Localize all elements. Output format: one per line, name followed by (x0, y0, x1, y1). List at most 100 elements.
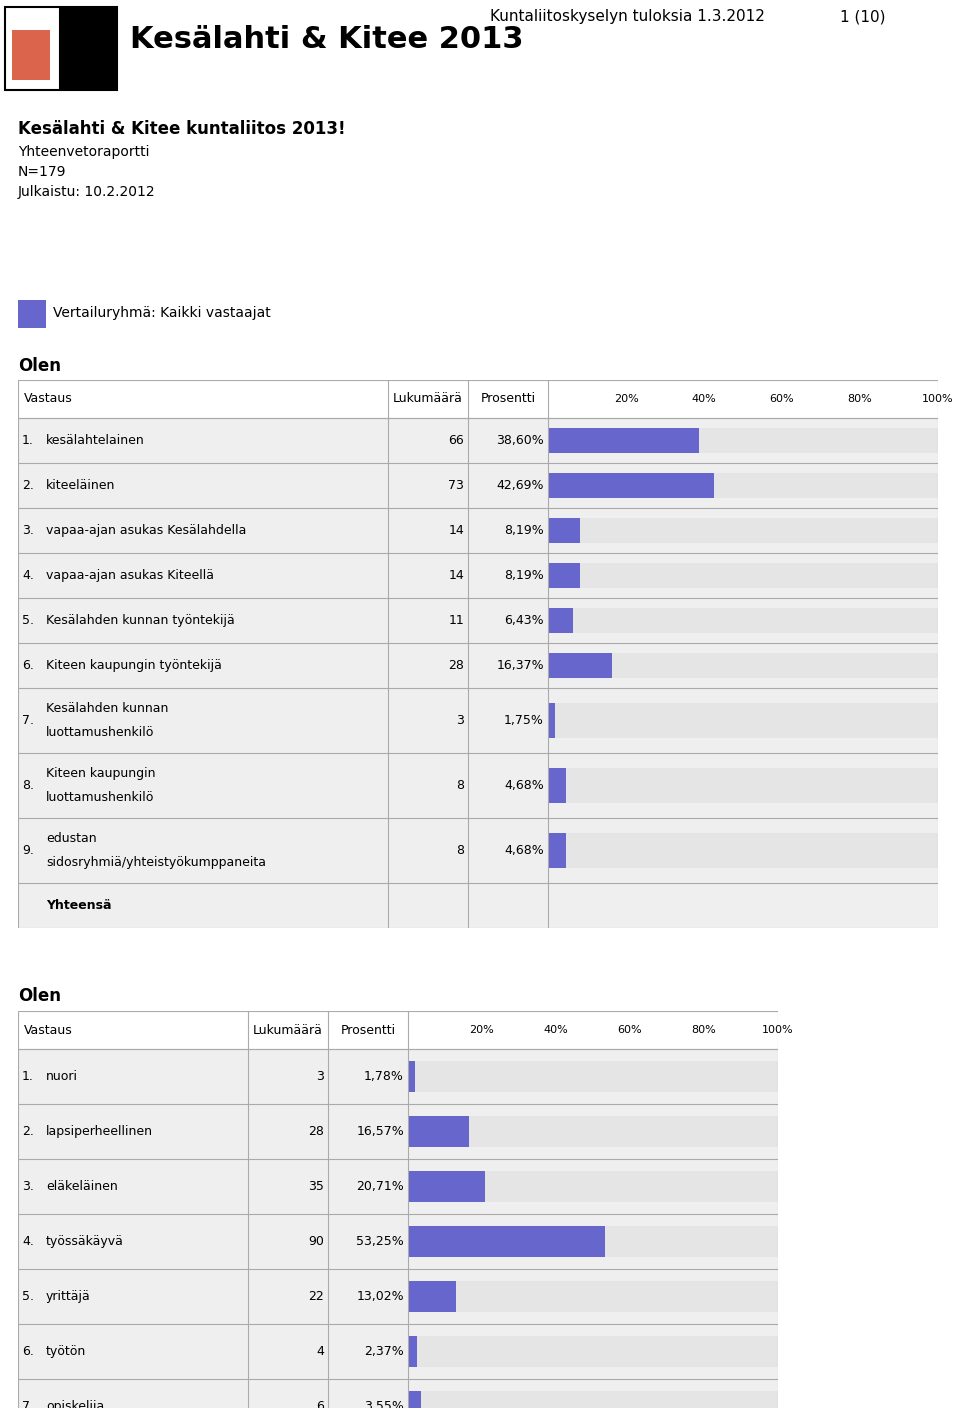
FancyBboxPatch shape (408, 1171, 778, 1201)
Text: 22: 22 (308, 1290, 324, 1302)
Text: vapaa-ajan asukas Kiteellä: vapaa-ajan asukas Kiteellä (46, 569, 214, 582)
Text: 11: 11 (448, 614, 464, 627)
Text: Kuntaliitoskyselyn tuloksia 1.3.2012: Kuntaliitoskyselyn tuloksia 1.3.2012 (490, 10, 765, 24)
Text: 8,19%: 8,19% (504, 524, 544, 536)
Text: 20,71%: 20,71% (356, 1180, 404, 1193)
Text: 6.: 6. (22, 1345, 34, 1357)
Text: 14: 14 (448, 524, 464, 536)
FancyBboxPatch shape (408, 1226, 605, 1256)
Text: 100%: 100% (923, 394, 954, 404)
Text: Prosentti: Prosentti (480, 393, 536, 406)
Text: 1,75%: 1,75% (504, 714, 544, 727)
FancyBboxPatch shape (548, 653, 612, 677)
Text: Kiteen kaupungin: Kiteen kaupungin (46, 767, 156, 780)
Text: 73: 73 (448, 479, 464, 491)
Text: 90: 90 (308, 1235, 324, 1247)
Text: Vastaus: Vastaus (24, 1024, 73, 1036)
Text: Vastaus: Vastaus (24, 393, 73, 406)
FancyBboxPatch shape (408, 1391, 778, 1408)
Text: 1.: 1. (22, 1070, 34, 1083)
Text: kiteeläinen: kiteeläinen (46, 479, 115, 491)
FancyBboxPatch shape (18, 1214, 778, 1269)
FancyBboxPatch shape (548, 473, 938, 498)
FancyBboxPatch shape (5, 7, 60, 90)
FancyBboxPatch shape (548, 518, 938, 543)
FancyBboxPatch shape (18, 883, 938, 928)
Text: luottamushenkilö: luottamushenkilö (46, 725, 155, 739)
Text: Olen: Olen (18, 987, 61, 1005)
Text: 2.: 2. (22, 479, 34, 491)
Text: 3: 3 (456, 714, 464, 727)
FancyBboxPatch shape (62, 7, 117, 90)
Text: 100%: 100% (762, 1025, 794, 1035)
FancyBboxPatch shape (408, 1391, 421, 1408)
Text: 2.: 2. (22, 1125, 34, 1138)
FancyBboxPatch shape (408, 1171, 485, 1201)
Text: Olen: Olen (18, 358, 61, 375)
FancyBboxPatch shape (408, 1281, 778, 1312)
Text: 8.: 8. (22, 779, 34, 791)
FancyBboxPatch shape (548, 563, 580, 589)
Text: kesälahtelainen: kesälahtelainen (46, 434, 145, 446)
FancyBboxPatch shape (18, 1104, 778, 1159)
Text: 38,60%: 38,60% (496, 434, 544, 446)
FancyBboxPatch shape (548, 703, 938, 738)
Text: 14: 14 (448, 569, 464, 582)
FancyBboxPatch shape (548, 428, 938, 453)
Text: työtön: työtön (46, 1345, 86, 1357)
Text: eläkeläinen: eläkeläinen (46, 1180, 118, 1193)
Text: 2,37%: 2,37% (364, 1345, 404, 1357)
Text: 1 (10): 1 (10) (840, 10, 885, 24)
Text: 35: 35 (308, 1180, 324, 1193)
FancyBboxPatch shape (548, 563, 938, 589)
FancyBboxPatch shape (18, 598, 938, 643)
Text: 8: 8 (456, 843, 464, 857)
Text: Kesälahden kunnan työntekijä: Kesälahden kunnan työntekijä (46, 614, 235, 627)
FancyBboxPatch shape (18, 463, 938, 508)
FancyBboxPatch shape (548, 767, 938, 804)
Text: 16,57%: 16,57% (356, 1125, 404, 1138)
FancyBboxPatch shape (18, 1159, 778, 1214)
Text: 53,25%: 53,25% (356, 1235, 404, 1247)
Text: sidosryhmiä/yhteistyökumppaneita: sidosryhmiä/yhteistyökumppaneita (46, 856, 266, 869)
Text: 7.: 7. (22, 1400, 34, 1408)
Text: Yhteenvetoraportti: Yhteenvetoraportti (18, 145, 150, 159)
Text: vapaa-ajan asukas Kesälahdella: vapaa-ajan asukas Kesälahdella (46, 524, 247, 536)
Text: 28: 28 (448, 659, 464, 672)
FancyBboxPatch shape (408, 1117, 778, 1146)
Text: lapsiperheellinen: lapsiperheellinen (46, 1125, 153, 1138)
FancyBboxPatch shape (18, 753, 938, 818)
Text: 60%: 60% (770, 394, 794, 404)
FancyBboxPatch shape (548, 832, 938, 869)
FancyBboxPatch shape (18, 553, 938, 598)
Text: N=179: N=179 (18, 165, 66, 179)
FancyBboxPatch shape (548, 608, 573, 632)
Text: 6.: 6. (22, 659, 34, 672)
Text: 7.: 7. (22, 714, 34, 727)
FancyBboxPatch shape (18, 1378, 778, 1408)
Text: 6,43%: 6,43% (504, 614, 544, 627)
FancyBboxPatch shape (408, 1062, 778, 1091)
Text: 80%: 80% (848, 394, 873, 404)
Text: 4.: 4. (22, 569, 34, 582)
Text: 6: 6 (316, 1400, 324, 1408)
Text: Kesälahden kunnan: Kesälahden kunnan (46, 703, 168, 715)
Text: 3: 3 (316, 1070, 324, 1083)
FancyBboxPatch shape (548, 767, 566, 804)
FancyBboxPatch shape (408, 1117, 469, 1146)
FancyBboxPatch shape (18, 643, 938, 689)
FancyBboxPatch shape (548, 832, 566, 869)
Text: 8,19%: 8,19% (504, 569, 544, 582)
FancyBboxPatch shape (18, 1049, 778, 1104)
FancyBboxPatch shape (408, 1281, 456, 1312)
Text: työssäkäyvä: työssäkäyvä (46, 1235, 124, 1247)
Text: 4.: 4. (22, 1235, 34, 1247)
Text: 16,37%: 16,37% (496, 659, 544, 672)
Text: 20%: 20% (613, 394, 638, 404)
FancyBboxPatch shape (548, 608, 938, 632)
FancyBboxPatch shape (408, 1336, 778, 1367)
FancyBboxPatch shape (18, 508, 938, 553)
Text: 20%: 20% (469, 1025, 494, 1035)
FancyBboxPatch shape (548, 473, 714, 498)
Text: 1,78%: 1,78% (364, 1070, 404, 1083)
